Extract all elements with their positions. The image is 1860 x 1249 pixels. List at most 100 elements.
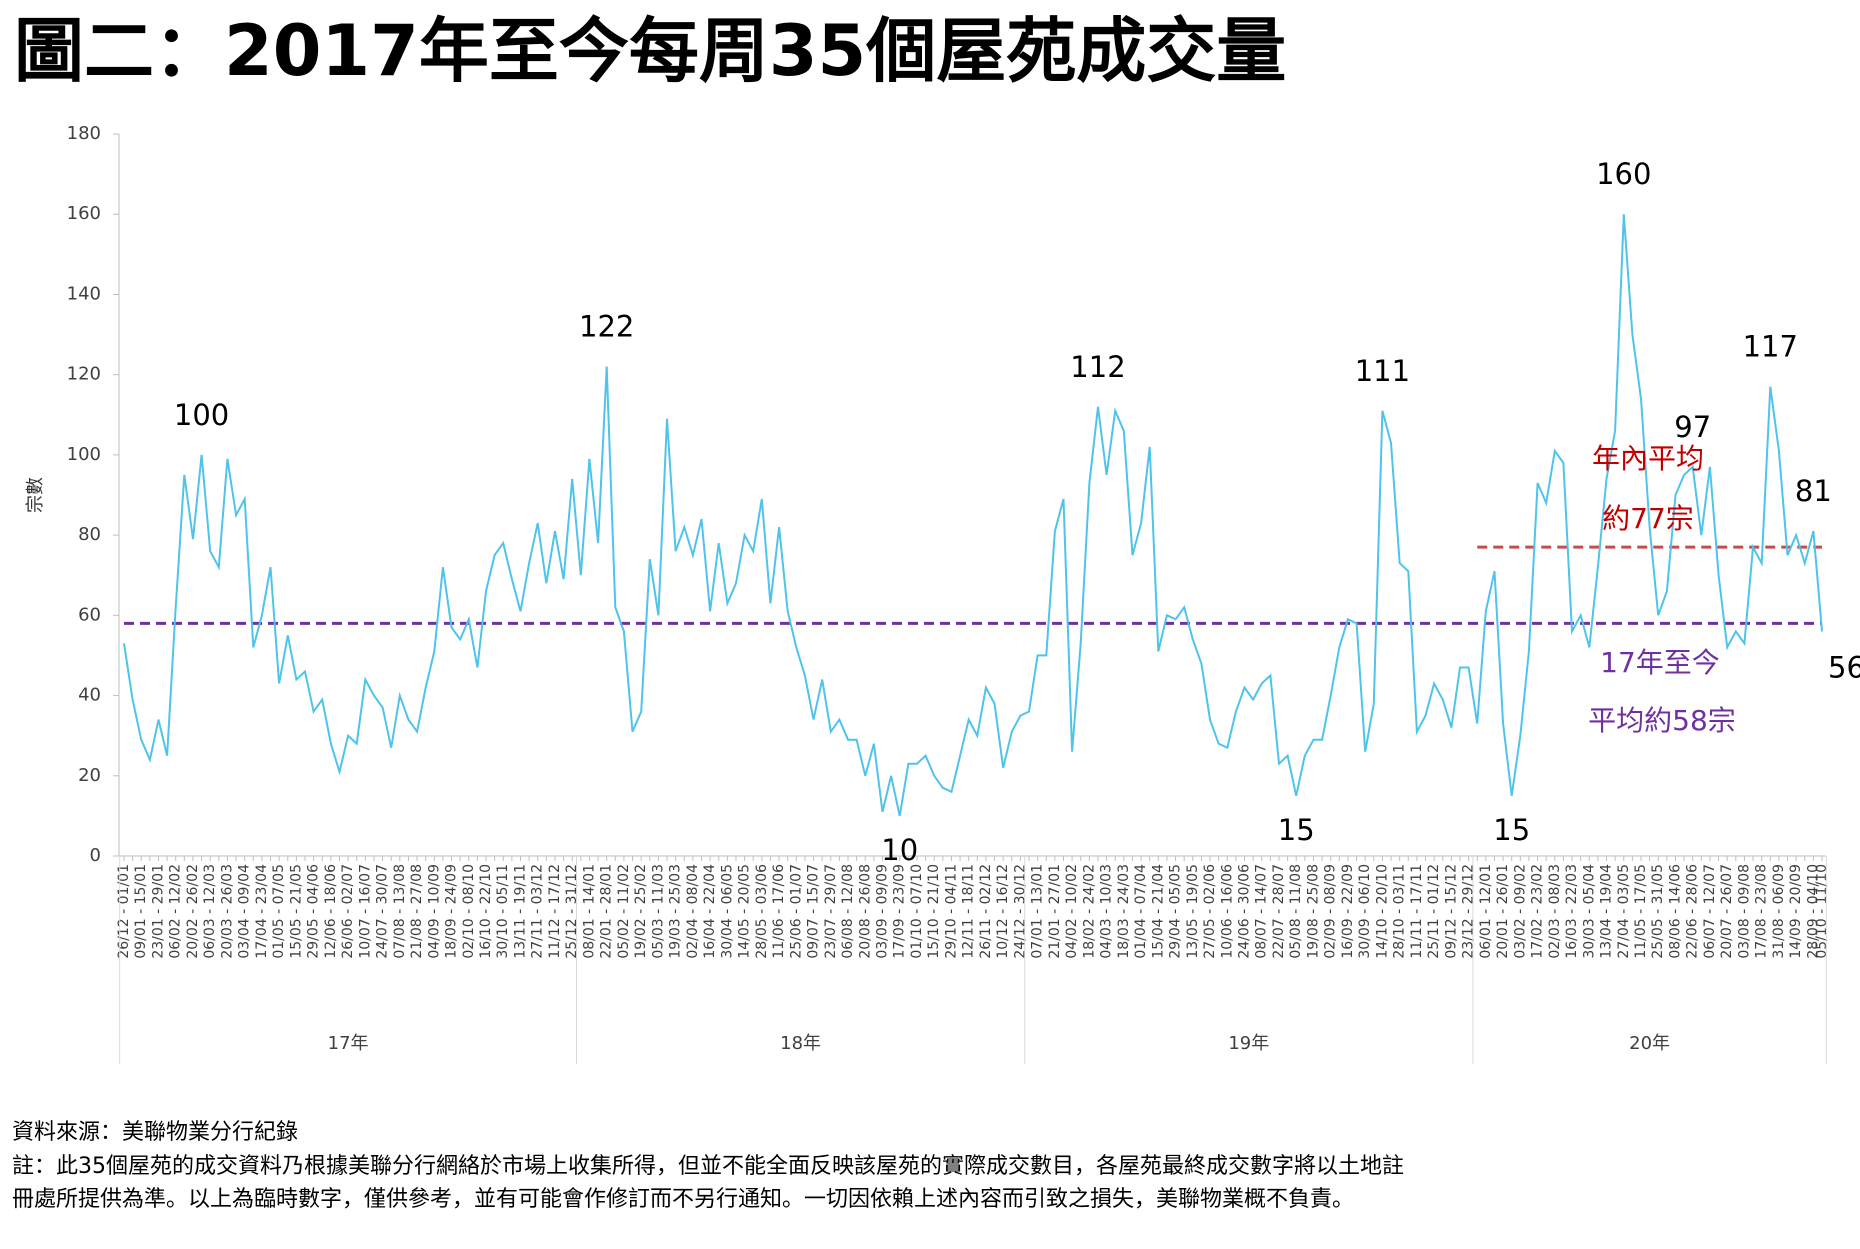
x-tick-label: 29/10 - 04/11 — [943, 864, 959, 959]
y-tick-label: 20 — [78, 765, 101, 786]
x-tick-label: 26/06 - 02/07 — [340, 864, 356, 959]
x-tick-label: 06/01 - 12/01 — [1478, 864, 1494, 959]
x-tick-label: 02/10 - 08/10 — [461, 864, 477, 959]
x-tick-label: 28/09 - 04/10 — [1805, 864, 1821, 959]
x-tick-label: 06/08 - 12/08 — [840, 864, 856, 959]
data-label: 56 — [1828, 650, 1860, 684]
x-tick-label: 13/04 - 19/04 — [1599, 864, 1615, 959]
source: 資料來源：美聯物業分行紀錄 — [12, 1120, 298, 1145]
x-tick-label: 20/03 - 26/03 — [219, 864, 235, 959]
group-label: 20年 — [1629, 1033, 1670, 1054]
x-tick-label: 05/02 - 11/02 — [616, 864, 632, 959]
x-tick-label: 24/12 - 30/12 — [1012, 864, 1028, 959]
x-tick-label: 13/05 - 19/05 — [1185, 864, 1201, 959]
x-tick-label: 04/09 - 10/09 — [426, 864, 442, 959]
note: 冊處所提供為準。以上為臨時數字，僅供參考，並有可能會作修訂而不另行通知。一切因依… — [12, 1187, 1354, 1212]
reference-label: 17年至今 — [1600, 646, 1720, 679]
x-tick-label: 30/09 - 06/10 — [1357, 864, 1373, 959]
data-label: 111 — [1355, 354, 1410, 388]
data-label: 100 — [174, 398, 229, 432]
y-tick-label: 140 — [67, 283, 101, 304]
x-tick-label: 09/07 - 15/07 — [806, 864, 822, 959]
x-tick-label: 11/12 - 17/12 — [547, 864, 563, 959]
x-tick-label: 03/08 - 09/08 — [1736, 864, 1752, 959]
x-tick-label: 02/04 - 08/04 — [685, 864, 701, 959]
x-tick-label: 17/04 - 23/04 — [254, 864, 270, 959]
y-tick-label: 120 — [67, 364, 101, 385]
x-tick-label: 07/01 - 13/01 — [1030, 864, 1046, 959]
group-label: 17年 — [328, 1033, 369, 1054]
x-tick-label: 10/06 - 16/06 — [1219, 864, 1235, 959]
data-label: 112 — [1070, 350, 1125, 384]
y-axis-label: 宗數 — [25, 477, 46, 513]
group-label: 19年 — [1228, 1033, 1269, 1054]
data-label: 160 — [1596, 157, 1651, 191]
x-tick-label: 26/12 - 01/01 — [116, 864, 132, 959]
x-tick-label: 01/04 - 07/04 — [1133, 864, 1149, 959]
chart-title: 圖二：2017年至今每周35個屋苑成交量 — [14, 10, 1286, 92]
x-tick-label: 16/04 - 22/04 — [702, 864, 718, 959]
y-tick-label: 0 — [90, 845, 101, 866]
x-tick-label: 15/05 - 21/05 — [288, 864, 304, 959]
x-tick-label: 18/02 - 24/02 — [1081, 864, 1097, 959]
x-tick-label: 19/02 - 25/02 — [633, 864, 649, 959]
x-tick-label: 20/07 - 26/07 — [1719, 864, 1735, 959]
x-tick-label: 21/08 - 27/08 — [409, 864, 425, 959]
x-tick-label: 05/03 - 11/03 — [650, 864, 666, 959]
x-tick-label: 01/10 - 07/10 — [909, 864, 925, 959]
group-label: 18年 — [780, 1033, 821, 1054]
x-tick-label: 11/11 - 17/11 — [1409, 864, 1425, 959]
x-tick-label: 25/11 - 01/12 — [1426, 864, 1442, 959]
y-tick-label: 160 — [67, 203, 101, 224]
x-tick-label: 20/01 - 26/01 — [1495, 864, 1511, 959]
x-tick-label: 08/06 - 14/06 — [1667, 864, 1683, 959]
x-tick-label: 11/05 - 17/05 — [1633, 864, 1649, 959]
x-tick-label: 21/01 - 27/01 — [1047, 864, 1063, 959]
x-tick-label: 10/12 - 16/12 — [995, 864, 1011, 959]
reference-label: 年內平均 — [1592, 442, 1704, 475]
x-tick-label: 13/11 - 19/11 — [512, 864, 528, 959]
x-tick-label: 06/07 - 12/07 — [1702, 864, 1718, 959]
x-tick-label: 15/10 - 21/10 — [926, 864, 942, 959]
data-label: 15 — [1493, 813, 1530, 847]
x-tick-label: 30/10 - 05/11 — [495, 864, 511, 959]
x-tick-label: 07/08 - 13/08 — [392, 864, 408, 959]
x-tick-label: 26/11 - 02/12 — [978, 864, 994, 959]
x-tick-label: 17/02 - 23/02 — [1530, 864, 1546, 959]
x-tick-label: 16/03 - 22/03 — [1564, 864, 1580, 959]
x-tick-label: 27/05 - 02/06 — [1202, 864, 1218, 959]
x-tick-label: 05/10 - 11/10 — [1814, 864, 1830, 959]
x-tick-label: 20/08 - 26/08 — [857, 864, 873, 959]
x-tick-label: 01/05 - 07/05 — [271, 864, 287, 959]
x-tick-label: 30/04 - 06/05 — [719, 864, 735, 959]
x-tick-label: 03/04 - 09/04 — [237, 864, 253, 959]
x-tick-label: 30/03 - 05/04 — [1581, 864, 1597, 959]
x-tick-label: 16/10 - 22/10 — [478, 864, 494, 959]
x-tick-label: 08/01 - 14/01 — [581, 864, 597, 959]
note: 註：此35個屋苑的成交資料乃根據美聯分行網絡於市場上收集所得，但並不能全面反映該… — [12, 1154, 1404, 1179]
x-tick-label: 09/12 - 15/12 — [1443, 864, 1459, 959]
x-tick-label: 08/07 - 14/07 — [1254, 864, 1270, 959]
x-tick-label: 12/06 - 18/06 — [323, 864, 339, 959]
reference-label: 約77宗 — [1602, 502, 1694, 535]
x-tick-label: 18/03 - 24/03 — [1116, 864, 1132, 959]
x-tick-label: 27/04 - 03/05 — [1616, 864, 1632, 959]
x-tick-label: 22/01 - 28/01 — [599, 864, 615, 959]
x-tick-label: 27/11 - 03/12 — [530, 864, 546, 959]
data-label: 15 — [1278, 813, 1315, 847]
x-tick-label: 23/01 - 29/01 — [150, 864, 166, 959]
x-tick-label: 03/09 - 09/09 — [874, 864, 890, 959]
x-tick-label: 29/04 - 05/05 — [1168, 864, 1184, 959]
x-tick-label: 06/02 - 12/02 — [168, 864, 184, 959]
x-tick-label: 19/08 - 25/08 — [1305, 864, 1321, 959]
x-tick-label: 16/09 - 22/09 — [1340, 864, 1356, 959]
x-tick-label: 04/02 - 10/02 — [1064, 864, 1080, 959]
y-tick-label: 40 — [78, 685, 101, 706]
x-tick-label: 17/09 - 23/09 — [892, 864, 908, 959]
x-tick-label: 22/07 - 28/07 — [1271, 864, 1287, 959]
y-tick-label: 60 — [78, 604, 101, 625]
x-tick-label: 14/05 - 20/05 — [737, 864, 753, 959]
y-tick-label: 80 — [78, 524, 101, 545]
x-tick-label: 25/05 - 31/05 — [1650, 864, 1666, 959]
